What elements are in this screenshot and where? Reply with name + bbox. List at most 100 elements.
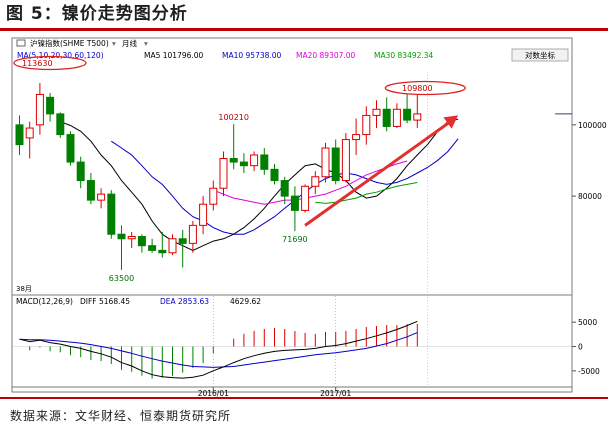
candle-up <box>413 95 422 129</box>
candle-down <box>86 173 95 205</box>
annotations: 113630 100210 63500 71690 109800 <box>13 55 466 283</box>
candle-up <box>372 100 381 129</box>
candle-body <box>209 187 218 205</box>
candle-body <box>137 235 146 247</box>
candle-body <box>392 108 401 127</box>
candle-body <box>280 180 289 197</box>
candle-down <box>15 115 24 155</box>
log-scale-toggle[interactable]: 对数坐标 <box>511 48 569 62</box>
ma-legend: MA(5,10,20,30,60,120) MA5 101796.00 MA10… <box>17 48 569 62</box>
dea-legend: DEA 2853.63 <box>160 297 209 306</box>
low-price-label: 63500 <box>109 274 134 283</box>
nickel-price-chart[interactable]: 沪镍指数(SHME T500) ▾ 月线 ▾ MA(5,10,20,30,60,… <box>0 0 608 398</box>
candle-body <box>188 224 197 244</box>
ma30-legend: MA30 83492.34 <box>374 51 434 60</box>
period-count-label: 38月 <box>16 285 32 293</box>
macd-axis-label: -5000 <box>578 367 600 376</box>
ma10-legend: MA10 95738.00 <box>222 51 282 60</box>
candle-down <box>239 153 248 174</box>
price-axis-label: 80000 <box>578 192 602 201</box>
candle-up <box>168 234 177 256</box>
instrument-name: 沪镍指数(SHME T500) <box>30 38 109 48</box>
candle-body <box>76 161 85 182</box>
candle-down <box>107 190 116 239</box>
candle-down <box>148 238 157 253</box>
candles <box>15 83 422 270</box>
ma5-legend: MA5 101796.00 <box>144 51 204 60</box>
candle-body <box>25 127 34 139</box>
candle-down <box>270 163 279 185</box>
macd-legend: MACD(12,26,9) DIFF 5168.45 DEA 2853.63 4… <box>16 297 261 306</box>
ma10-line <box>111 138 459 235</box>
axes: 100000 80000 5000 0 -5000 2016/01 2017/01 <box>198 113 607 398</box>
log-scale-label: 对数坐标 <box>525 50 555 60</box>
date-axis-label: 2016/01 <box>198 389 229 398</box>
log-scale-button-bg <box>511 48 569 62</box>
candle-down <box>46 92 55 122</box>
candle-up <box>341 132 350 183</box>
caption-rule <box>0 397 608 399</box>
candle-up <box>311 171 320 195</box>
macd-axis-label: 0 <box>578 343 583 352</box>
moving-averages <box>60 118 459 251</box>
period-label[interactable]: 月线 <box>122 38 137 48</box>
toolbar-square-icon <box>16 39 26 47</box>
candle-down <box>56 112 65 138</box>
candle-body <box>250 154 259 167</box>
candle-up <box>321 142 330 183</box>
high-price-label: 109800 <box>402 84 433 93</box>
candle-body <box>178 238 187 244</box>
candle-body <box>97 193 106 201</box>
diff-legend: DIFF 5168.45 <box>80 297 130 306</box>
candle-up <box>25 121 34 159</box>
dea-line <box>19 332 418 368</box>
candle-up <box>250 151 259 172</box>
candle-up <box>35 83 44 135</box>
candle-up <box>362 106 371 145</box>
candle-body <box>117 233 126 240</box>
instrument-dropdown-icon[interactable]: ▾ <box>112 39 116 48</box>
ma20-line <box>213 160 408 205</box>
candle-body <box>86 180 95 201</box>
candle-body <box>66 134 75 163</box>
figure-title: 图 5：镍价走势图分析 <box>6 4 188 24</box>
candle-down <box>229 124 238 170</box>
macd-axis-label: 5000 <box>578 318 597 327</box>
ma20-legend: MA20 89307.00 <box>296 51 356 60</box>
candle-body <box>311 176 320 187</box>
candle-body <box>352 134 361 141</box>
candle-down <box>260 148 269 175</box>
candle-body <box>56 113 65 136</box>
macd-panel <box>13 320 571 379</box>
candle-body <box>403 108 412 121</box>
chart-frame <box>11 37 573 393</box>
ma-params-label: MA(5,10,20,30,60,120) <box>17 51 104 60</box>
candle-up <box>127 231 136 249</box>
candle-down <box>158 231 167 258</box>
candle-body <box>158 249 167 254</box>
candle-body <box>372 108 381 116</box>
candle-body <box>331 147 340 182</box>
candle-body <box>199 203 208 226</box>
candle-body <box>341 139 350 182</box>
candle-body <box>15 124 24 146</box>
candle-up <box>352 118 361 155</box>
candle-up <box>301 184 310 213</box>
candle-up <box>392 103 401 129</box>
candle-down <box>117 225 126 270</box>
candle-body <box>229 158 238 163</box>
candle-up <box>219 151 228 197</box>
candle-body <box>260 154 269 170</box>
candle-body <box>127 235 136 240</box>
candle-up <box>209 180 218 211</box>
candle-body <box>321 147 330 178</box>
macd-params-label: MACD(12,26,9) <box>16 297 73 306</box>
instrument-toolbar: 沪镍指数(SHME T500) ▾ 月线 ▾ <box>16 38 148 48</box>
ma30-line <box>315 182 418 204</box>
period-dropdown-icon[interactable]: ▾ <box>144 39 148 48</box>
high-price-label: 113630 <box>22 59 53 68</box>
candle-body <box>270 168 279 182</box>
candle-up <box>199 196 208 235</box>
candle-body <box>362 114 371 136</box>
trend-arrow-shaft <box>304 119 453 227</box>
